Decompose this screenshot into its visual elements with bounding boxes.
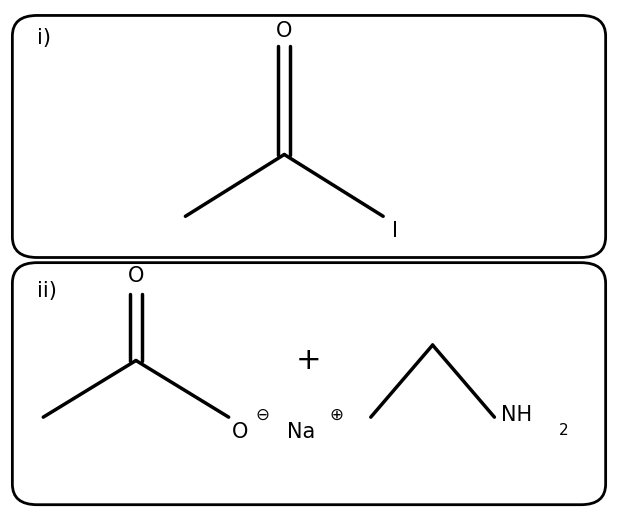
Text: ii): ii): [37, 281, 57, 301]
Text: +: +: [296, 346, 322, 375]
Text: O: O: [232, 422, 248, 442]
Text: i): i): [37, 28, 51, 48]
Text: I: I: [392, 221, 399, 242]
Text: ⊕: ⊕: [330, 406, 344, 423]
Text: Na: Na: [287, 422, 316, 442]
Text: O: O: [128, 266, 144, 286]
Text: ⊖: ⊖: [256, 406, 269, 423]
Text: 2: 2: [559, 422, 569, 438]
Text: NH: NH: [501, 405, 531, 424]
Text: O: O: [276, 21, 292, 41]
